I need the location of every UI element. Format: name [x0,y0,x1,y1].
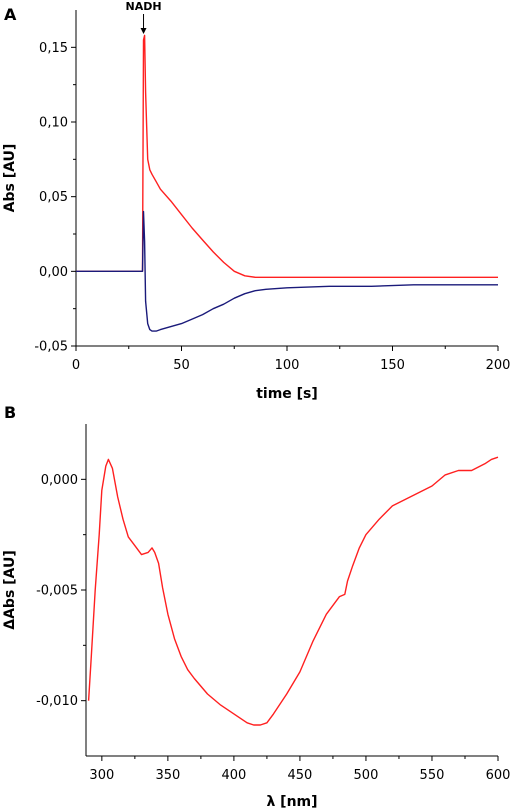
x-axis-title: λ [nm] [266,794,317,810]
y-axis-title: Abs [AU] [2,144,18,213]
x-tick-label: 600 [486,768,510,783]
x-tick-label: 450 [288,768,313,783]
panel-label: B [4,403,16,422]
y-tick-label: 0,00 [39,265,68,280]
series-line-1 [76,34,498,278]
x-tick-label: 300 [89,768,114,783]
annotation-arrow-head [140,28,147,34]
x-tick-label: 400 [221,768,246,783]
panel-a: A 0 50 100 150 200 -0,05 0,00 0,05 0,10 0,15 time [… [2,0,510,402]
y-axis-title: ΔAbs [AU] [2,550,18,629]
y-tick-label: 0,10 [39,116,68,131]
x-tick-label: 150 [380,358,405,373]
y-tick-label: -0,05 [34,340,68,355]
x-axis-title: time [s] [256,386,318,402]
x-tick-label: 0 [72,358,80,373]
y-tick-label: 0,15 [39,41,68,56]
x-tick-label: 550 [420,768,445,783]
y-tick-label: 0,05 [39,190,68,205]
x-tick-label: 100 [275,358,300,373]
panel-label: A [4,5,17,24]
series-line-2 [76,210,498,332]
x-tick-label: 350 [155,768,180,783]
panel-b: B 300 350 400 450 500 550 600 -0,010 -0,005 0,000 λ… [2,403,510,810]
y-tick-label: -0,005 [36,584,78,599]
series-line-1 [87,456,499,726]
y-tick-label: -0,010 [36,694,78,709]
x-tick-label: 200 [486,358,510,373]
x-tick-label: 50 [173,358,190,373]
y-tick-label: 0,000 [41,473,78,488]
annotation-label: NADH [125,0,161,13]
x-tick-label: 500 [354,768,379,783]
